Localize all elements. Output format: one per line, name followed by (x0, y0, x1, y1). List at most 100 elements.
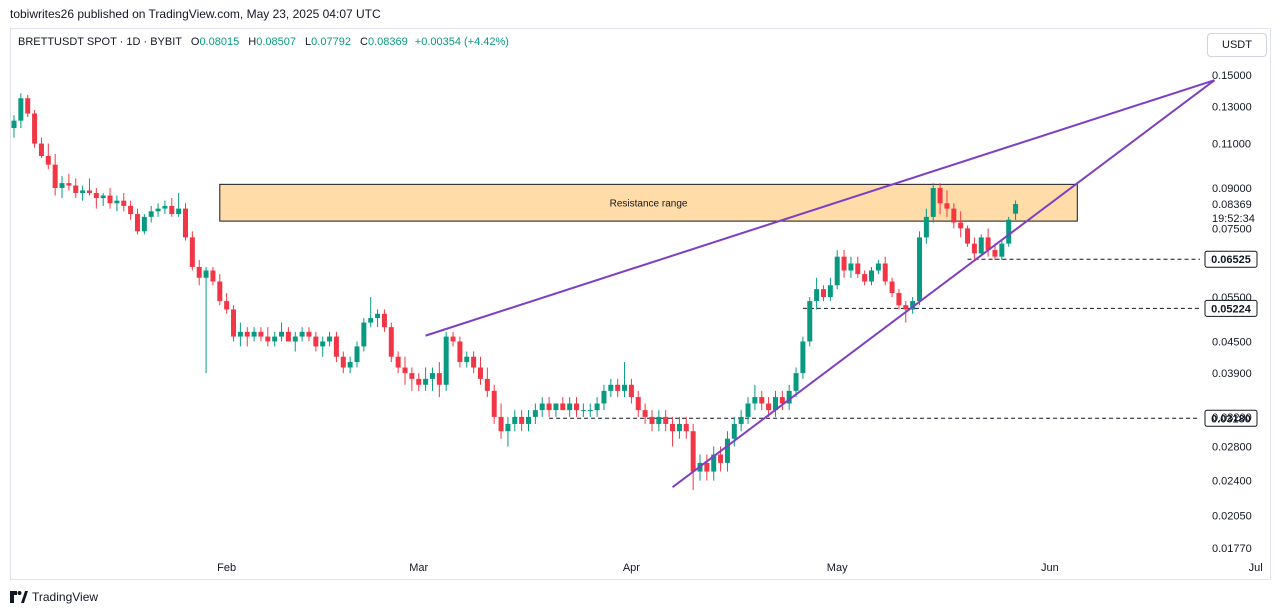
candle-body-81 (567, 403, 573, 411)
candle-body-137 (951, 208, 957, 223)
candle-body-35 (251, 331, 257, 337)
candle-body-32 (231, 309, 237, 337)
candle-body-103 (718, 454, 724, 463)
time-tick-2: Apr (623, 562, 640, 574)
candle-body-54 (381, 313, 387, 328)
candle-body-16 (121, 200, 127, 206)
candle-body-50 (354, 346, 360, 363)
high-value: 0.08507 (256, 36, 296, 48)
candle-body-44 (313, 336, 319, 347)
candle-body-22 (162, 205, 168, 209)
candle-body-84 (587, 410, 593, 412)
candle-body-45 (320, 341, 326, 347)
price-tick-5: 0.05500 (1212, 292, 1252, 304)
candle-body-93 (649, 416, 655, 424)
candle-body-125 (869, 270, 874, 282)
candle-body-4 (38, 143, 44, 156)
candle-body-113 (786, 390, 792, 404)
time-tick-1: Mar (409, 562, 428, 574)
candle-body-115 (800, 341, 806, 374)
level-badge-label-2: 0.03180 (1211, 413, 1251, 425)
candle-body-114 (793, 373, 799, 391)
candle-body-105 (731, 423, 737, 439)
candle-body-3 (32, 113, 38, 144)
time-tick-0: Feb (217, 562, 236, 574)
candle-body-46 (327, 336, 333, 342)
candle-body-111 (772, 397, 778, 411)
open-value: 0.08015 (199, 36, 240, 48)
candle-body-63 (443, 336, 449, 385)
candle-body-47 (333, 336, 339, 357)
price-tick-0: 0.15000 (1212, 70, 1252, 82)
candle-body-139 (965, 228, 971, 244)
candle-body-55 (388, 327, 394, 357)
candle-body-119 (827, 285, 833, 298)
time-tick-3: May (827, 562, 848, 574)
candle-body-78 (546, 403, 552, 411)
candle-body-71 (498, 416, 504, 432)
level-badge-1 (1204, 299, 1258, 317)
candle-body-123 (855, 263, 861, 275)
candle-body-122 (848, 263, 854, 271)
candle-body-102 (711, 454, 717, 472)
footer-brand: TradingView (10, 590, 98, 604)
candle-body-126 (875, 263, 881, 271)
candle-body-53 (375, 313, 381, 319)
candle-body-66 (464, 356, 470, 363)
candle-body-14 (107, 195, 113, 204)
candle-body-57 (402, 367, 408, 374)
candle-body-21 (155, 208, 161, 212)
candle-body-56 (395, 356, 401, 368)
candle-body-65 (457, 341, 463, 363)
candle-body-37 (265, 336, 271, 342)
price-tick-6: 0.04500 (1212, 336, 1252, 348)
candle-body-124 (862, 274, 868, 282)
symbol-name[interactable]: BRETTUSDT SPOT · 1D · BYBIT (18, 36, 182, 48)
candle-body-17 (128, 205, 134, 215)
candle-body-76 (532, 410, 538, 417)
candle-body-75 (526, 416, 531, 424)
candle-body-42 (299, 331, 305, 337)
price-tick-1: 0.13000 (1212, 102, 1252, 114)
currency-button[interactable]: USDT (1207, 33, 1267, 57)
level-badge-0 (1204, 250, 1258, 268)
price-tick-7: 0.03900 (1212, 368, 1252, 380)
candle-body-104 (724, 438, 730, 463)
candle-body-133 (923, 216, 929, 238)
candle-body-95 (663, 416, 669, 424)
candle-body-23 (169, 205, 175, 215)
candle-body-58 (409, 373, 415, 379)
price-tick-3: 0.09000 (1212, 183, 1252, 195)
candle-body-130 (903, 305, 909, 310)
candle-body-106 (738, 416, 744, 424)
candle-body-131 (910, 301, 916, 310)
candle-body-72 (505, 423, 511, 432)
price-tick-2: 0.11000 (1212, 139, 1251, 151)
candle-body-24 (176, 208, 182, 215)
candle-body-109 (759, 397, 765, 404)
candle-body-86 (601, 390, 607, 404)
candle-body-33 (237, 331, 243, 337)
candle-body-136 (944, 203, 950, 209)
candle-body-1 (18, 98, 24, 121)
candle-body-48 (340, 356, 346, 368)
candle-body-41 (292, 336, 298, 342)
price-tick-9: 0.02800 (1212, 441, 1252, 453)
candle-body-97 (676, 423, 682, 432)
candle-body-142 (985, 237, 991, 251)
candle-body-138 (958, 222, 964, 229)
chart-frame (10, 28, 1271, 580)
candle-body-116 (807, 301, 813, 342)
change-value: +0.00354 (+4.42%) (414, 36, 509, 48)
candle-body-8 (66, 183, 72, 186)
open-label: O (190, 36, 200, 48)
candle-body-89 (622, 384, 628, 391)
candle-body-132 (917, 237, 923, 302)
candle-body-91 (635, 397, 641, 411)
candle-body-59 (416, 378, 422, 385)
candle-body-52 (368, 318, 374, 323)
candle-body-120 (834, 256, 840, 286)
candle-body-140 (971, 243, 977, 254)
candle-body-110 (766, 403, 772, 411)
